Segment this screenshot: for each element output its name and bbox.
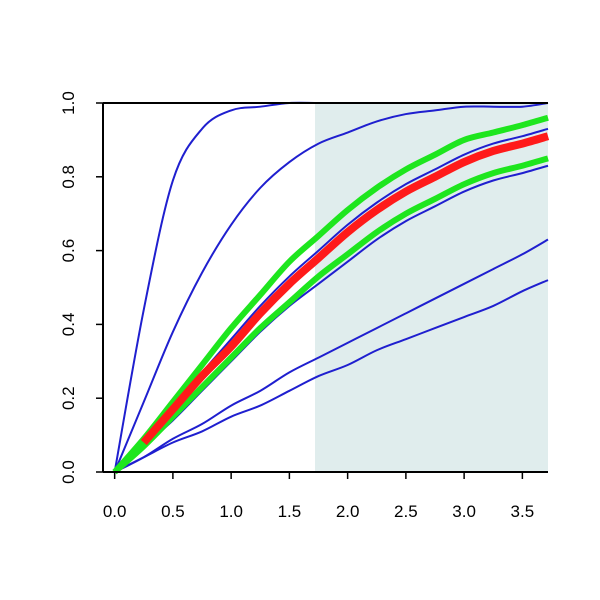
x-tick-label: 2.5 xyxy=(394,502,418,521)
series-red-line-9 xyxy=(140,132,550,446)
y-axis: 0.0 0.2 0.4 0.6 0.8 1.0 xyxy=(59,91,103,484)
x-axis: 0.0 0.5 1.0 1.5 2.0 2.5 3.0 3.5 xyxy=(103,472,534,521)
series-blue-line-6 xyxy=(114,279,549,473)
shaded-region xyxy=(315,103,548,472)
y-tick-label: 1.0 xyxy=(59,91,78,115)
x-tick-label: 3.5 xyxy=(511,502,535,521)
y-tick-label: 0.2 xyxy=(59,386,78,410)
x-tick-label: 0.5 xyxy=(161,502,185,521)
y-tick-label: 0.8 xyxy=(59,165,78,189)
x-tick-label: 3.0 xyxy=(452,502,476,521)
shaded-region-layer xyxy=(315,103,548,472)
series-blue-line-5 xyxy=(114,238,549,473)
x-tick-label: 2.0 xyxy=(336,502,360,521)
series-green-line-7 xyxy=(112,114,549,474)
x-tick-label: 0.0 xyxy=(103,502,127,521)
x-tick-label: 1.0 xyxy=(219,502,243,521)
y-tick-label: 0.6 xyxy=(59,239,78,263)
series-green-line-8 xyxy=(112,155,549,475)
y-tick-label: 0.0 xyxy=(59,460,78,484)
x-tick-label: 1.5 xyxy=(278,502,302,521)
series-layer xyxy=(112,101,550,475)
axes-frame xyxy=(102,102,548,473)
series-blue-line-2 xyxy=(113,102,549,473)
y-tick-label: 0.4 xyxy=(59,313,78,337)
